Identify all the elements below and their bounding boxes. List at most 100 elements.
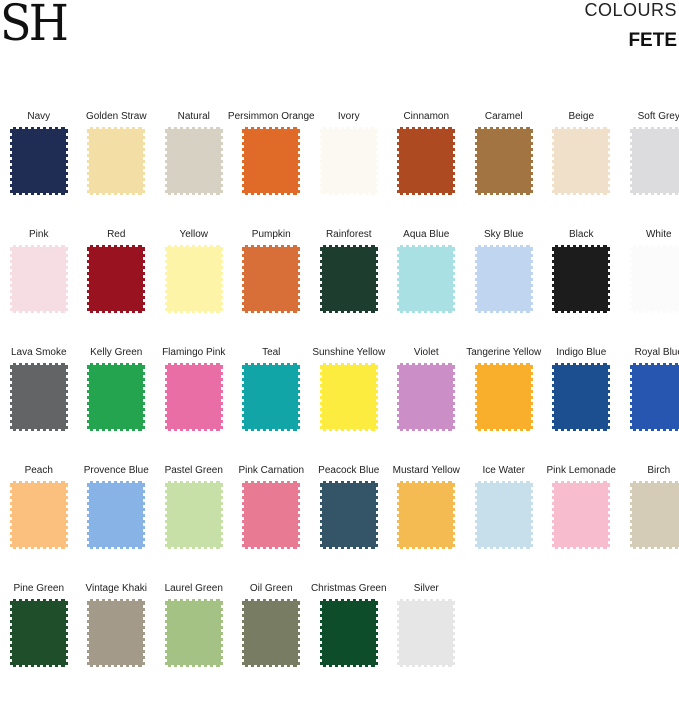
swatch-item: Yellow — [155, 229, 233, 347]
swatch-label: Cinnamon — [403, 111, 450, 122]
fabric-swatch — [551, 244, 612, 314]
swatch-item: Sunshine Yellow — [310, 347, 388, 465]
swatch-item: Provence Blue — [78, 465, 156, 583]
swatch-item: Laurel Green — [155, 583, 233, 701]
swatch-label: Soft Grey — [637, 111, 679, 122]
swatch-label: Royal Blue — [634, 347, 679, 358]
swatch-label: Silver — [413, 583, 439, 594]
swatch-item: Pastel Green — [155, 465, 233, 583]
fabric-swatch — [628, 480, 679, 550]
swatch-label: Peacock Blue — [318, 465, 380, 476]
fabric-swatch — [318, 126, 379, 196]
fabric-swatch — [241, 480, 302, 550]
swatch-item: Black — [543, 229, 621, 347]
swatch-item: Soft Grey — [620, 111, 679, 229]
swatch-label: Oil Green — [249, 583, 293, 594]
fabric-swatch — [396, 126, 457, 196]
swatch-item: Pink — [0, 229, 78, 347]
fabric-swatch — [318, 244, 379, 314]
swatch-item: Ivory — [310, 111, 388, 229]
fabric-swatch — [241, 244, 302, 314]
swatch-label: Pumpkin — [251, 229, 291, 240]
swatch-label: Pastel Green — [164, 465, 223, 476]
fabric-swatch — [318, 480, 379, 550]
swatch-label: Peach — [24, 465, 53, 476]
swatch-label: Sky Blue — [484, 229, 524, 240]
swatch-label: Indigo Blue — [556, 347, 607, 358]
swatch-item: Kelly Green — [78, 347, 156, 465]
swatch-item: Cinnamon — [388, 111, 466, 229]
swatch-label: Provence Blue — [83, 465, 149, 476]
fabric-swatch — [473, 126, 534, 196]
fabric-swatch — [8, 598, 69, 668]
fabric-swatch — [8, 244, 69, 314]
swatch-item: Pine Green — [0, 583, 78, 701]
fabric-swatch — [8, 480, 69, 550]
fabric-swatch — [396, 244, 457, 314]
fabric-swatch — [241, 598, 302, 668]
swatch-label: Pink Lemonade — [546, 465, 617, 476]
fabric-swatch — [8, 362, 69, 432]
swatch-item: Red — [78, 229, 156, 347]
swatch-item: Pink Lemonade — [543, 465, 621, 583]
fabric-swatch — [163, 126, 224, 196]
swatch-label: Aqua Blue — [403, 229, 450, 240]
fabric-swatch — [628, 126, 679, 196]
swatch-item: Royal Blue — [620, 347, 679, 465]
swatch-label: Yellow — [179, 229, 209, 240]
fabric-swatch — [163, 362, 224, 432]
swatch-item: Flamingo Pink — [155, 347, 233, 465]
swatch-label: Violet — [413, 347, 439, 358]
swatch-item: Rainforest — [310, 229, 388, 347]
brand-logo: SH — [0, 0, 69, 52]
swatch-item: Sky Blue — [465, 229, 543, 347]
swatch-grid: Navy Golden Straw Natural Persimmon Orange I… — [0, 111, 679, 701]
swatch-item: Teal — [233, 347, 311, 465]
swatch-label: Rainforest — [325, 229, 372, 240]
swatch-item: Caramel — [465, 111, 543, 229]
swatch-label: Black — [569, 229, 594, 240]
swatch-label: Pink Carnation — [238, 465, 305, 476]
swatch-item: Vintage Khaki — [78, 583, 156, 701]
fabric-swatch — [551, 126, 612, 196]
swatch-item: Christmas Green — [310, 583, 388, 701]
swatch-label: Tangerine Yellow — [466, 347, 542, 358]
swatch-label: Ivory — [337, 111, 360, 122]
swatch-label: Mustard Yellow — [392, 465, 460, 476]
swatch-label: Beige — [568, 111, 595, 122]
swatch-item: Navy — [0, 111, 78, 229]
swatch-item: Natural — [155, 111, 233, 229]
fabric-swatch — [318, 362, 379, 432]
swatch-label: Vintage Khaki — [85, 583, 148, 594]
swatch-item: Beige — [543, 111, 621, 229]
fabric-swatch — [86, 598, 147, 668]
swatch-label: Teal — [262, 347, 281, 358]
swatch-item: Pumpkin — [233, 229, 311, 347]
swatch-item: Pink Carnation — [233, 465, 311, 583]
collection-name: FETE — [628, 30, 677, 51]
fabric-swatch — [396, 598, 457, 668]
fabric-swatch — [163, 598, 224, 668]
swatch-item: Silver — [388, 583, 466, 701]
swatch-item: Mustard Yellow — [388, 465, 466, 583]
fabric-swatch — [396, 362, 457, 432]
fabric-swatch — [241, 362, 302, 432]
swatch-label: Lava Smoke — [10, 347, 67, 358]
swatch-label: Caramel — [484, 111, 523, 122]
swatch-item: Persimmon Orange — [228, 111, 315, 229]
swatch-label: Navy — [27, 111, 51, 122]
swatch-label: Ice Water — [482, 465, 525, 476]
fabric-swatch — [86, 244, 147, 314]
fabric-swatch — [241, 126, 302, 196]
swatch-label: Golden Straw — [85, 111, 147, 122]
swatch-label: Flamingo Pink — [162, 347, 226, 358]
swatch-item: Indigo Blue — [543, 347, 621, 465]
swatch-label: White — [645, 229, 672, 240]
swatch-label: Red — [107, 229, 126, 240]
fabric-swatch — [163, 480, 224, 550]
page-title: COLOURS — [584, 0, 677, 20]
fabric-swatch — [473, 244, 534, 314]
swatch-item: Oil Green — [233, 583, 311, 701]
swatch-item: Peacock Blue — [310, 465, 388, 583]
fabric-swatch — [318, 598, 379, 668]
